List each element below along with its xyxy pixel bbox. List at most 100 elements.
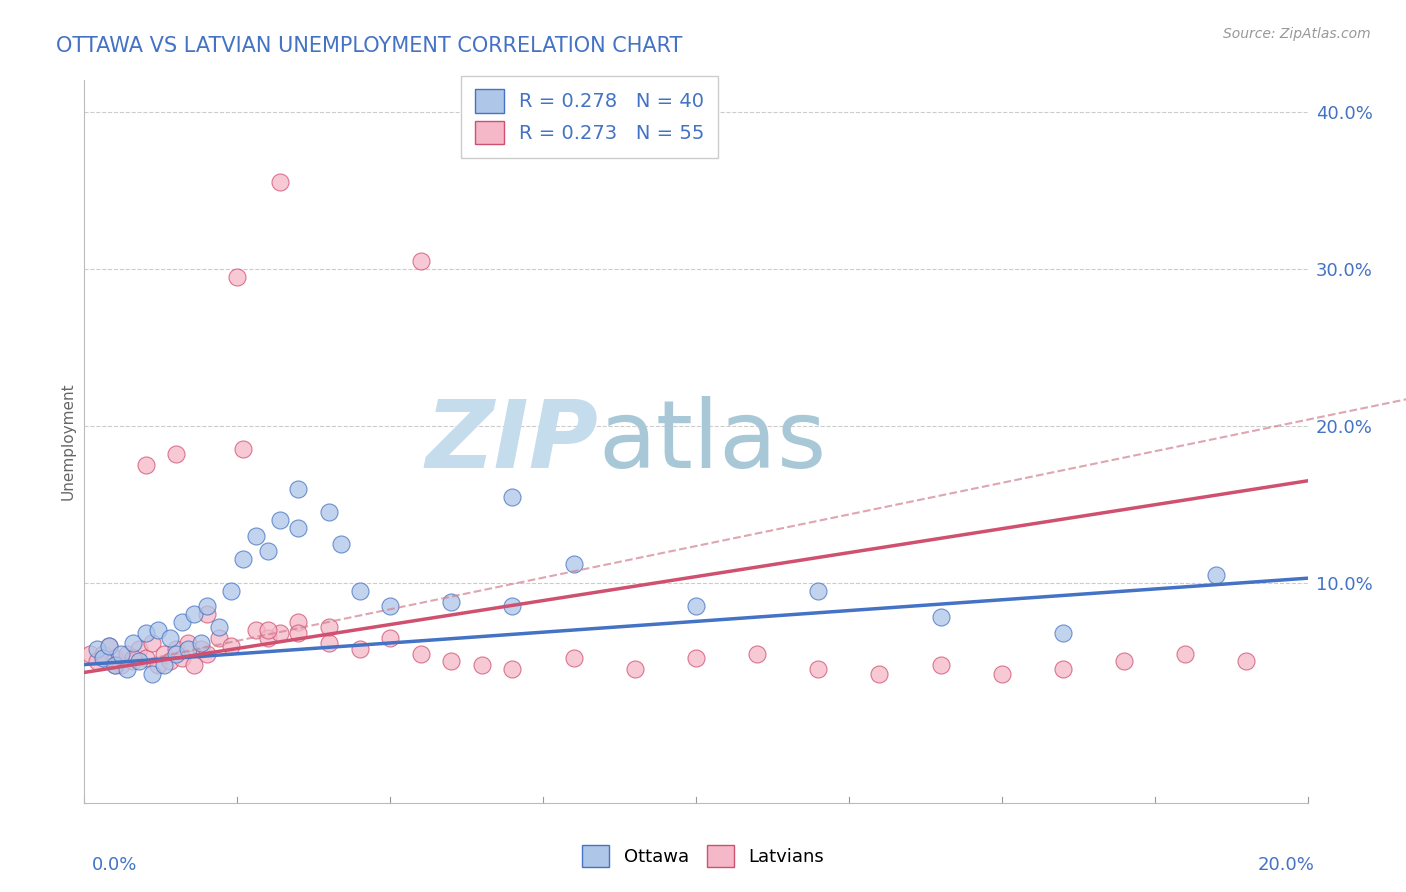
Point [122,635,145,649]
Point [104,651,127,665]
Point [146,623,169,637]
Point [177,635,200,649]
Point [91,647,114,661]
Point [190,641,212,656]
Point [330,536,353,550]
Point [502,599,524,614]
Point [471,657,494,672]
Point [165,447,187,461]
Point [869,667,891,681]
Point [257,544,280,558]
Point [141,635,163,649]
Point [440,595,463,609]
Point [287,626,309,640]
Point [409,647,432,661]
Point [219,583,242,598]
Point [165,647,187,661]
Point [380,631,402,645]
Point [1236,655,1258,669]
Legend: Ottawa, Latvians: Ottawa, Latvians [575,838,831,874]
Point [208,631,231,645]
Point [269,175,291,189]
Point [135,651,157,665]
Point [122,651,145,665]
Point [153,657,176,672]
Point [232,442,254,457]
Point [1174,647,1197,661]
Point [115,647,138,661]
Point [269,513,291,527]
Point [257,631,280,645]
Point [110,657,132,672]
Point [195,607,218,622]
Point [165,641,187,656]
Point [159,631,181,645]
Point [318,635,340,649]
Point [287,521,309,535]
Point [86,655,108,669]
Point [135,626,157,640]
Point [502,490,524,504]
Point [128,641,150,656]
Point [208,620,231,634]
Point [380,599,402,614]
Point [1114,655,1136,669]
Point [110,647,132,661]
Point [97,639,120,653]
Point [183,657,205,672]
Point [104,657,127,672]
Point [929,610,952,624]
Point [562,557,585,571]
Point [685,599,707,614]
Point [991,667,1014,681]
Point [318,505,340,519]
Point [135,458,157,472]
Point [409,253,432,268]
Point [624,662,647,676]
Point [562,651,585,665]
Point [153,647,176,661]
Text: atlas: atlas [598,395,827,488]
Legend: R = 0.278   N = 40, R = 0.273   N = 55: R = 0.278 N = 40, R = 0.273 N = 55 [461,76,718,158]
Text: OTTAWA VS LATVIAN UNEMPLOYMENT CORRELATION CHART: OTTAWA VS LATVIAN UNEMPLOYMENT CORRELATI… [56,36,683,55]
Point [79,647,101,661]
Point [1052,626,1074,640]
Point [159,655,181,669]
Point [685,651,707,665]
Point [929,657,952,672]
Text: 20.0%: 20.0% [1258,856,1315,874]
Point [807,583,830,598]
Point [128,655,150,669]
Text: Source: ZipAtlas.com: Source: ZipAtlas.com [1223,27,1371,41]
Point [86,641,108,656]
Point [440,655,463,669]
Point [257,623,280,637]
Point [190,635,212,649]
Point [349,641,371,656]
Point [269,626,291,640]
Point [91,651,114,665]
Y-axis label: Unemployment: Unemployment [60,383,76,500]
Point [287,482,309,496]
Point [1205,568,1227,582]
Point [226,269,249,284]
Text: ZIP: ZIP [425,395,598,488]
Point [195,647,218,661]
Point [141,667,163,681]
Point [195,599,218,614]
Point [172,615,194,630]
Point [232,552,254,566]
Point [502,662,524,676]
Point [122,655,145,669]
Point [1052,662,1074,676]
Point [245,529,267,543]
Point [115,662,138,676]
Point [349,583,371,598]
Point [104,657,127,672]
Point [183,607,205,622]
Point [747,647,769,661]
Point [146,657,169,672]
Point [318,620,340,634]
Point [219,639,242,653]
Point [172,651,194,665]
